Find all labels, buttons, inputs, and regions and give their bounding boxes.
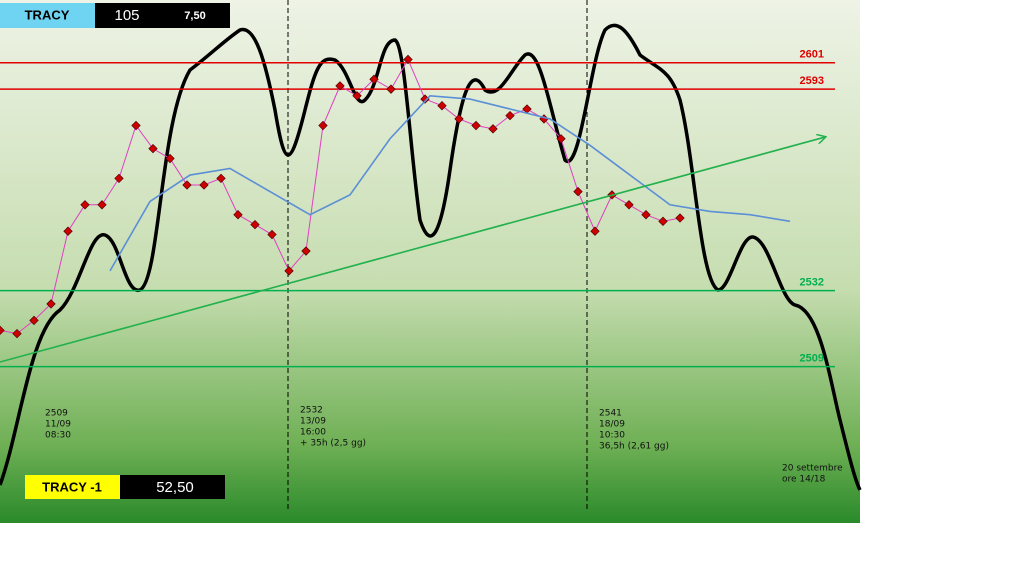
header-name-box bbox=[0, 3, 95, 28]
level-label: 2593 bbox=[800, 75, 824, 87]
price-point bbox=[165, 153, 175, 164]
level-label: 2509 bbox=[800, 353, 824, 365]
price-point bbox=[658, 216, 668, 226]
price-point bbox=[0, 325, 5, 335]
level-label: 2601 bbox=[800, 49, 824, 61]
series-line bbox=[0, 137, 825, 363]
annotation: 36,5h (2,61 gg) bbox=[599, 442, 669, 452]
oscillator-curve bbox=[0, 23, 862, 491]
annotation: 2509 bbox=[45, 409, 68, 419]
price-point bbox=[522, 104, 532, 114]
annotation: 13/09 bbox=[300, 417, 326, 427]
annotation: ore 14/18 bbox=[782, 475, 826, 485]
price-point bbox=[624, 200, 634, 210]
price-point bbox=[454, 114, 464, 124]
annotation: 16:00 bbox=[300, 428, 326, 438]
price-point bbox=[301, 246, 311, 256]
annotation: 18/09 bbox=[599, 420, 625, 430]
price-point bbox=[216, 173, 226, 184]
price-point bbox=[12, 328, 22, 339]
annotation: + 35h (2,5 gg) bbox=[300, 439, 366, 449]
footer-value-box bbox=[120, 475, 225, 499]
header-name: TRACY bbox=[25, 7, 70, 22]
annotation: 2532 bbox=[300, 406, 323, 416]
price-point bbox=[46, 299, 56, 309]
level-label: 2532 bbox=[800, 277, 824, 289]
price-point bbox=[182, 180, 192, 190]
price-point bbox=[199, 180, 209, 190]
price-point bbox=[233, 210, 243, 220]
header-change: 7,50 bbox=[184, 10, 205, 22]
price-point bbox=[573, 186, 583, 197]
price-point bbox=[114, 173, 124, 184]
price-point bbox=[675, 213, 685, 223]
annotation: 20 settembre bbox=[782, 464, 843, 474]
series-line bbox=[109, 94, 791, 272]
header-value: 105 bbox=[114, 7, 139, 24]
price-point bbox=[131, 120, 141, 131]
price-point bbox=[420, 94, 430, 104]
price-point bbox=[29, 315, 39, 326]
price-point bbox=[97, 200, 107, 210]
price-point bbox=[148, 143, 158, 154]
price-point bbox=[488, 124, 498, 134]
price-point bbox=[369, 74, 379, 84]
annotation: 11/09 bbox=[45, 420, 71, 430]
price-point bbox=[471, 120, 481, 131]
footer-value: 52,50 bbox=[156, 479, 194, 496]
price-point bbox=[505, 110, 515, 121]
price-point bbox=[437, 101, 447, 111]
footer-name-box bbox=[25, 475, 120, 499]
price-point bbox=[267, 229, 277, 240]
plot-background bbox=[0, 0, 860, 523]
price-point bbox=[556, 134, 566, 144]
price-point bbox=[641, 210, 651, 220]
price-point bbox=[318, 120, 328, 131]
annotation: 08:30 bbox=[45, 431, 71, 441]
annotation: 2541 bbox=[599, 409, 622, 419]
footer-name: TRACY -1 bbox=[42, 479, 102, 494]
price-point bbox=[250, 219, 260, 230]
annotation: 10:30 bbox=[599, 431, 625, 441]
price-point bbox=[284, 266, 294, 276]
price-point bbox=[352, 91, 362, 101]
price-point bbox=[403, 54, 413, 65]
price-point bbox=[63, 226, 73, 236]
header-value-box bbox=[95, 3, 230, 28]
price-point bbox=[80, 200, 90, 210]
price-point bbox=[335, 81, 345, 91]
price-point bbox=[386, 84, 396, 94]
price-point bbox=[590, 226, 600, 236]
